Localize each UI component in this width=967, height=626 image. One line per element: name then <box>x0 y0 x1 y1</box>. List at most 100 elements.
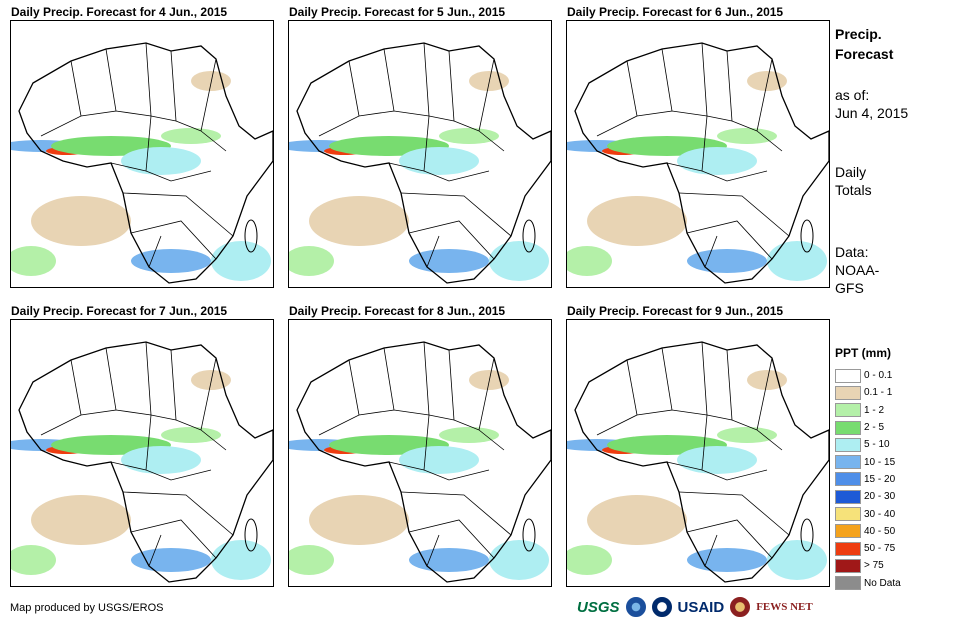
precip-area <box>409 249 489 273</box>
precip-area <box>211 241 271 281</box>
precip-area <box>767 540 827 580</box>
precip-area <box>747 71 787 91</box>
legend-label: No Data <box>864 577 901 589</box>
legend-label: 40 - 50 <box>864 525 896 537</box>
legend-row: 50 - 75 <box>835 540 901 557</box>
legend-swatch <box>835 385 861 400</box>
precip-area <box>399 446 479 474</box>
precip-area <box>767 241 827 281</box>
legend-row: 0.1 - 1 <box>835 384 901 401</box>
legend-row: 2 - 5 <box>835 419 901 436</box>
asof-block: as of: Jun 4, 2015 <box>835 86 908 122</box>
legend-row: 10 - 15 <box>835 453 901 470</box>
precip-area <box>439 427 499 443</box>
daily-line2: Totals <box>835 182 872 198</box>
legend-row: > 75 <box>835 557 901 574</box>
map-canvas <box>567 341 829 583</box>
map-credit: Map produced by USGS/EROS <box>10 602 164 614</box>
precip-area <box>309 495 409 545</box>
sidebar-title: Precip. Forecast <box>835 24 893 64</box>
daily-line1: Daily <box>835 164 867 180</box>
madagascar-outline <box>244 518 258 552</box>
legend-label: 0.1 - 1 <box>864 387 893 399</box>
country-borders <box>596 42 790 268</box>
legend-swatch <box>835 489 861 504</box>
madagascar-outline <box>522 219 536 253</box>
precip-area <box>567 246 612 276</box>
legend-label: 5 - 10 <box>864 439 890 451</box>
legend-label: 50 - 75 <box>864 543 896 555</box>
usaid-seal-icon <box>651 597 672 617</box>
legend-swatch <box>835 368 861 383</box>
legend-swatch <box>835 472 861 487</box>
data-source-block: Data: NOAA- GFS <box>835 243 879 297</box>
data-line3: GFS <box>835 280 864 296</box>
precip-map <box>10 20 274 288</box>
precip-map <box>10 319 274 587</box>
forecast-panel-jun7: Daily Precip. Forecast for 7 Jun., 2015 <box>10 303 274 587</box>
legend-row: 20 - 30 <box>835 488 901 505</box>
panel-title: Daily Precip. Forecast for 7 Jun., 2015 <box>11 304 228 318</box>
precip-area <box>399 147 479 175</box>
forecast-panel-jun8: Daily Precip. Forecast for 8 Jun., 2015 <box>288 303 552 587</box>
panel-title: Daily Precip. Forecast for 5 Jun., 2015 <box>289 5 506 19</box>
precip-area <box>439 128 499 144</box>
precip-area <box>687 249 767 273</box>
legend-row: No Data <box>835 575 901 592</box>
forecast-panel-jun5: Daily Precip. Forecast for 5 Jun., 2015 <box>288 4 552 288</box>
precip-area <box>11 545 56 575</box>
sidebar-title-line1: Precip. <box>835 26 882 42</box>
country-borders <box>596 341 790 567</box>
precip-area <box>677 446 757 474</box>
map-canvas <box>11 42 273 284</box>
legend-swatch <box>835 455 861 470</box>
legend-row: 30 - 40 <box>835 505 901 522</box>
precip-area <box>289 545 334 575</box>
panel-title: Daily Precip. Forecast for 9 Jun., 2015 <box>567 304 784 318</box>
asof-date: Jun 4, 2015 <box>835 105 909 121</box>
precip-area <box>489 540 549 580</box>
legend-label: 1 - 2 <box>864 404 885 416</box>
fews-seal-icon <box>730 597 751 617</box>
legend: 0 - 0.1 0.1 - 1 1 - 2 2 - 5 5 - 10 10 - 15 15 … <box>835 367 901 592</box>
precip-area <box>191 71 231 91</box>
precip-map <box>566 319 830 587</box>
legend-swatch <box>835 507 861 522</box>
logo-strip: USGS USAID FEWS NET <box>577 594 819 620</box>
legend-label: 10 - 15 <box>864 456 896 468</box>
map-canvas <box>567 42 829 284</box>
precip-area <box>469 370 509 390</box>
data-line1: Data: <box>835 244 869 260</box>
precip-area <box>11 246 56 276</box>
legend-swatch <box>835 541 861 556</box>
panel-title: Daily Precip. Forecast for 4 Jun., 2015 <box>11 5 228 19</box>
precip-area <box>121 446 201 474</box>
precip-area <box>587 196 687 246</box>
precip-area <box>409 548 489 572</box>
precip-area <box>31 495 131 545</box>
forecast-panel-jun6: Daily Precip. Forecast for 6 Jun., 2015 <box>566 4 830 288</box>
madagascar-outline <box>244 219 258 253</box>
precip-area <box>161 128 221 144</box>
precip-map <box>566 20 830 288</box>
legend-swatch <box>835 524 861 539</box>
precip-area <box>469 71 509 91</box>
precip-area <box>587 495 687 545</box>
legend-row: 0 - 0.1 <box>835 367 901 384</box>
legend-swatch <box>835 420 861 435</box>
precip-area <box>191 370 231 390</box>
legend-swatch <box>835 437 861 452</box>
map-canvas <box>289 42 551 284</box>
legend-row: 5 - 10 <box>835 436 901 453</box>
noaa-seal-icon <box>625 597 646 617</box>
country-borders <box>318 341 512 567</box>
precip-area <box>121 147 201 175</box>
legend-row: 15 - 20 <box>835 471 901 488</box>
legend-label: 0 - 0.1 <box>864 370 893 382</box>
precip-map <box>288 20 552 288</box>
precip-area <box>31 196 131 246</box>
precip-map <box>288 319 552 587</box>
legend-swatch <box>835 558 861 573</box>
precip-area <box>747 370 787 390</box>
precip-area <box>567 545 612 575</box>
